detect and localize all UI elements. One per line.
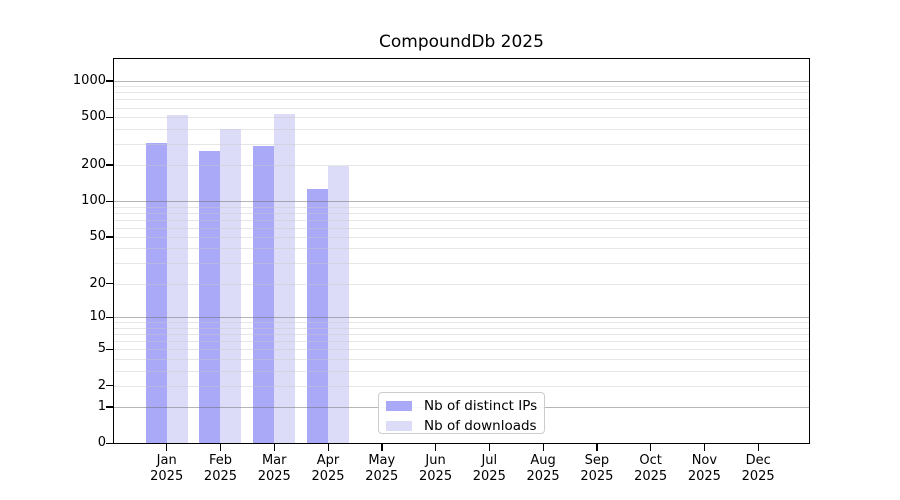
x-tick-label: May 2025 [365,453,399,484]
x-tick-label: Nov 2025 [687,453,721,484]
y-tick-label: 0 [97,435,106,451]
x-tick-label: Jun 2025 [419,453,453,484]
x-tick-label: Jan 2025 [150,453,184,484]
bar-distinct-ips [145,143,167,444]
x-tick-label: Dec 2025 [741,453,775,484]
legend-entry-distinct-ips: Nb of distinct IPs [379,398,544,414]
y-tick-label: 200 [81,156,106,172]
y-tick-mark [106,442,113,445]
x-tick-mark [757,444,759,451]
bar-downloads [166,114,188,444]
bar-distinct-ips [307,189,328,444]
x-tick-label: Apr 2025 [311,453,345,484]
bar-distinct-ips [199,150,221,444]
y-tick-label: 20 [89,275,106,291]
x-tick-mark [381,444,383,451]
y-tick-label: 50 [89,228,106,244]
x-tick-mark [219,444,222,451]
y-tick-label: 100 [81,193,106,209]
bar-distinct-ips [253,146,275,444]
x-tick-mark [327,444,329,451]
y-tick-mark [106,385,113,387]
bar-downloads [328,165,349,444]
y-tick-label: 1 [97,398,106,414]
legend-swatch-downloads [386,421,412,431]
y-tick-label: 10 [89,309,106,325]
x-tick-mark [488,444,491,451]
y-tick-mark [106,200,113,202]
x-tick-label: Oct 2025 [634,453,668,484]
x-tick-mark [542,444,544,451]
y-tick-mark [106,116,113,118]
legend-label: Nb of distinct IPs [424,398,538,414]
y-tick-mark [106,164,113,166]
legend-entry-downloads: Nb of downloads [379,418,544,434]
x-tick-mark [166,444,168,451]
y-tick-mark [106,283,113,285]
y-tick-label: 1000 [72,72,106,88]
y-tick-label: 5 [97,341,106,357]
y-tick-label: 2 [97,377,106,393]
y-tick-mark [106,236,113,238]
x-tick-mark [273,444,276,451]
x-tick-label: Feb 2025 [203,453,238,484]
x-tick-label: Jul 2025 [472,453,506,484]
legend: Nb of distinct IPs Nb of downloads [378,392,545,434]
legend-swatch-distinct-ips [386,401,412,411]
y-tick-mark [106,348,113,351]
y-tick-mark [106,80,113,82]
x-tick-label: Mar 2025 [257,453,291,484]
x-tick-mark [650,444,652,451]
bars-layer [113,58,810,444]
plot-area [113,58,810,444]
legend-label: Nb of downloads [424,418,537,434]
chart-title: CompoundDb 2025 [379,32,544,52]
bar-downloads [274,114,296,444]
y-tick-mark [106,316,113,319]
x-tick-label: Aug 2025 [526,453,560,484]
y-tick-label: 500 [81,109,106,125]
x-tick-mark [435,444,437,451]
x-tick-label: Sep 2025 [580,453,614,484]
y-tick-mark [106,406,113,408]
bar-downloads [220,128,242,444]
x-tick-mark [596,444,598,451]
x-tick-mark [703,444,706,451]
